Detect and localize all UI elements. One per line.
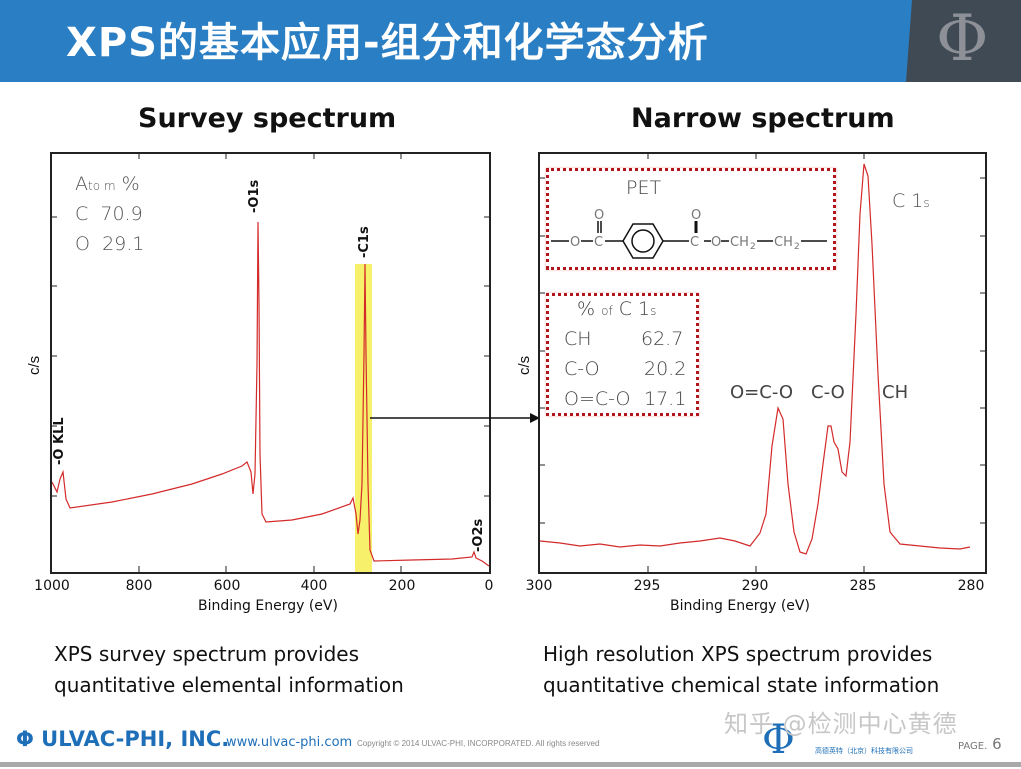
narrow-xtick: 290 xyxy=(741,578,769,594)
composition-value: 17.1 xyxy=(644,388,687,410)
survey-caption: XPS survey spectrum provides quantitativ… xyxy=(54,642,404,697)
narrow-xlabel: Binding Energy (eV) xyxy=(670,598,810,614)
atom-row-o: O 29.1 xyxy=(75,233,145,255)
state-label-ch: CH xyxy=(882,382,909,403)
narrow-plot xyxy=(538,152,987,574)
survey-title: Survey spectrum xyxy=(138,103,397,134)
composition-heading: % of C 1s xyxy=(577,298,657,320)
state-label-oco: O=C-O xyxy=(730,382,793,403)
survey-chart-svg xyxy=(52,154,489,572)
narrow-xtick: 285 xyxy=(849,578,877,594)
logo-panel: Φ xyxy=(906,0,1021,82)
slide-title: XPS的基本应用-组分和化学态分析 xyxy=(66,20,709,66)
phi-logo-icon: Φ xyxy=(936,2,989,76)
copyright-text: Copyright © 2014 ULVAC-PHI, INCORPORATED… xyxy=(357,739,600,748)
narrow-caption: High resolution XPS spectrum provides qu… xyxy=(543,642,940,697)
footer-url-link[interactable]: www.ulvac-phi.com xyxy=(226,735,353,750)
survey-xtick: 800 xyxy=(125,578,153,594)
footer-divider xyxy=(0,762,1021,767)
svg-text:CH: CH xyxy=(774,235,793,250)
svg-text:C: C xyxy=(594,235,603,250)
ulvac-phi-logo: Φ ULVAC-PHI, INC. xyxy=(16,727,230,751)
state-label-co: C-O xyxy=(811,382,845,403)
composition-value: 20.2 xyxy=(644,358,687,380)
narrow-xtick: 280 xyxy=(957,578,985,594)
svg-text:O: O xyxy=(691,208,701,223)
narrow-title: Narrow spectrum xyxy=(631,103,895,134)
footer: Φ ULVAC-PHI, INC. www.ulvac-phi.com Copy… xyxy=(0,724,1021,769)
svg-text:O: O xyxy=(711,235,721,250)
pet-molecule-icon: O C O C O O CH 2 CH 2 xyxy=(551,208,827,259)
svg-text:C: C xyxy=(690,235,699,250)
composition-box: % of C 1s CH 62.7 C-O 20.2 O=C-O 17.1 xyxy=(546,293,699,416)
arrow-icon xyxy=(370,413,540,423)
title-banner: XPS的基本应用-组分和化学态分析 Φ xyxy=(0,0,1021,82)
composition-state: O=C-O xyxy=(564,388,631,410)
svg-text:CH: CH xyxy=(730,235,749,250)
svg-text:O: O xyxy=(570,235,580,250)
peak-label-o2s: -O2s xyxy=(471,518,486,552)
survey-xtick: 1000 xyxy=(34,578,70,594)
peak-label-o1s: -O1s xyxy=(247,179,262,213)
narrow-xtick: 300 xyxy=(525,578,553,594)
survey-xlabel: Binding Energy (eV) xyxy=(198,598,338,614)
c1s-label: C 1s xyxy=(892,190,930,212)
svg-text:2: 2 xyxy=(750,242,756,252)
narrow-chart-svg xyxy=(540,154,985,572)
composition-state: CH xyxy=(564,328,592,350)
survey-xtick: 600 xyxy=(213,578,241,594)
atom-heading: Ato m % xyxy=(75,173,140,195)
survey-ylabel: c/s xyxy=(26,355,43,375)
svg-text:O: O xyxy=(594,208,604,223)
survey-xtick: 400 xyxy=(300,578,328,594)
survey-xtick: 200 xyxy=(388,578,416,594)
survey-plot xyxy=(50,152,491,574)
narrow-ylabel: c/s xyxy=(516,355,533,375)
page-number: PAGE. 6 xyxy=(958,735,1002,753)
survey-xtick: 0 xyxy=(484,578,494,594)
svg-text:2: 2 xyxy=(794,242,800,252)
narrow-xtick: 295 xyxy=(633,578,661,594)
watermark: 知乎 @检测中心黄德 xyxy=(724,710,958,738)
pet-structure-box: PET O C O C O O CH 2 CH 2 xyxy=(546,168,836,270)
atom-row-c: C 70.9 xyxy=(75,203,143,225)
corp-subtitle: 高德英特（北京）科技有限公司 xyxy=(815,747,913,755)
pet-name: PET xyxy=(626,177,662,199)
peak-label-okll: -O KLL xyxy=(52,417,67,465)
peak-label-c1s: -C1s xyxy=(357,226,372,258)
composition-value: 62.7 xyxy=(641,328,684,350)
corp-phi-logo-icon: Φ xyxy=(762,717,795,763)
composition-state: C-O xyxy=(564,358,600,380)
